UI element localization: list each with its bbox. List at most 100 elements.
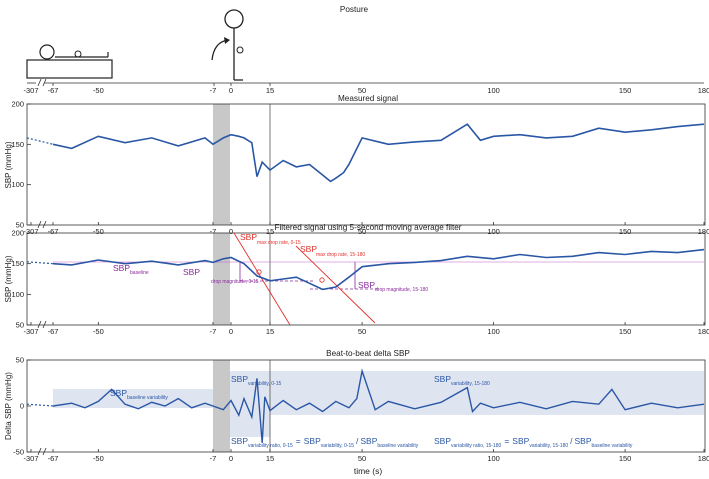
measured-frame [26, 103, 706, 226]
label-sbp-drop-15180: SBPdrop magnitude, 15-180 [358, 280, 428, 293]
ytick-label: 100 [11, 180, 24, 189]
xtick-label: -7 [210, 454, 217, 463]
posture-xtick-label: 180 [698, 86, 709, 95]
label-sbp-drop-015: SBP [183, 267, 200, 277]
posture-xtick-label: 150 [619, 86, 632, 95]
ytick-label: 150 [11, 140, 24, 149]
filtered-pre-dotted [26, 261, 54, 265]
label-sbp-baseline: SBPbaseline [113, 263, 149, 276]
xtick-label: -307 [23, 454, 38, 463]
ytick-label: 50 [16, 356, 24, 365]
measured-signal-line [52, 123, 705, 183]
xtick-label: -7 [210, 227, 217, 236]
posture-xtick-label: 15 [266, 86, 274, 95]
xtick-label: -67 [48, 454, 59, 463]
xtick-label: 0 [229, 227, 233, 236]
supine-head-icon [39, 44, 55, 60]
measured-ylabel: SBP (mmHg) [4, 141, 13, 188]
xtick-label: -7 [210, 327, 217, 336]
filtered-title: Filtered signal using 5-second moving av… [274, 223, 461, 232]
xtick-label: -67 [48, 327, 59, 336]
posture-xtick-label: 0 [229, 86, 233, 95]
label-sbp-maxdrop-015-sub: max drop rate, 0-15 [257, 240, 301, 246]
posture-xtick-label: 50 [358, 86, 366, 95]
label-sbp-maxdrop-15180-sub: max drop rate, 15-180 [316, 252, 365, 258]
posture-xtick-label: 100 [487, 86, 500, 95]
xtick-label: -50 [93, 327, 104, 336]
xtick-label: 180 [698, 227, 709, 236]
axis-break-icon [37, 447, 47, 456]
delta-title: Beat-to-beat delta SBP [326, 349, 410, 358]
posture-xticks: -307 -67 -50 -7 0 15 50 100 150 180 [23, 78, 709, 95]
delta-yticks: 50 0 -50 [13, 356, 31, 457]
xtick-label: 50 [358, 327, 366, 336]
label-sbp-drop-015-sub: drop magnitude, 0-15 [211, 279, 259, 285]
label-sbp-variability-015: SBPvariability, 0-15 [231, 374, 281, 387]
measured-xticks: -307 -67 -50 -7 0 15 50 100 150 180 [23, 220, 709, 236]
posture-xtick-label: -7 [210, 86, 217, 95]
standing-figure [211, 9, 244, 81]
ytick-label: 50 [16, 321, 24, 330]
xtick-label: -67 [48, 227, 59, 236]
posture-time-axis [27, 82, 704, 86]
xtick-label: -307 [23, 227, 38, 236]
label-sbp-baseline-variability: SBPbaseline variability [110, 388, 168, 401]
filtered-frame [26, 232, 706, 326]
posture-xtick-label: -307 [23, 86, 38, 95]
x-axis-label: time (s) [354, 466, 383, 476]
supine-hand-icon [74, 50, 82, 58]
measured-yticks: 200 150 100 50 [11, 100, 31, 230]
max-drop-015-point [256, 269, 262, 275]
measured-title: Measured signal [338, 94, 398, 103]
filtered-yticks: 200 150 100 50 [11, 229, 31, 330]
label-sbp-maxdrop-15180: SBP [300, 244, 317, 254]
xtick-label: 150 [619, 327, 632, 336]
posture-xtick-label: -50 [93, 86, 104, 95]
ytick-label: 100 [11, 290, 24, 299]
axis-break-icon [37, 220, 47, 229]
axis-break-icon [37, 320, 47, 329]
xtick-label: -307 [23, 327, 38, 336]
max-drop-15180-point [319, 277, 325, 283]
delta-ylabel: Delta SBP (mmHg) [4, 372, 13, 440]
xtick-label: 50 [358, 227, 366, 236]
xtick-label: 0 [229, 454, 233, 463]
ytick-label: 150 [11, 259, 24, 268]
ytick-label: 50 [16, 221, 24, 230]
xtick-label: 180 [698, 327, 709, 336]
filtered-signal-line [52, 248, 705, 291]
formula-ratio-15180: SBPvariability ratio, 15-180 = SBPvariabil… [434, 436, 633, 449]
axis-break-icon [37, 78, 47, 87]
filtered-xticks: -307 -67 -50 -7 0 15 50 100 150 180 [23, 320, 709, 336]
xtick-label: 15 [266, 454, 274, 463]
formula-ratio-015: SBPvariability ratio, 0-15 = SBPvariabilit… [231, 436, 419, 449]
filtered-ylabel: SBP (mmHg) [4, 255, 13, 302]
label-sbp-maxdrop-015: SBP [240, 232, 257, 242]
bed-icon [26, 59, 113, 79]
xtick-label: -50 [93, 454, 104, 463]
ytick-label: 200 [11, 100, 24, 109]
ytick-label: -50 [13, 448, 24, 457]
standing-head-icon [224, 9, 244, 29]
posture-xtick-label: -67 [48, 86, 59, 95]
standing-hand-icon [236, 46, 244, 54]
xtick-label: 15 [266, 327, 274, 336]
delta-xticks: -307 -67 -50 -7 0 15 50 100 150 180 [23, 447, 709, 463]
xtick-label: 150 [619, 227, 632, 236]
delta-panel: Beat-to-beat delta SBP Delta SBP (mmHg) … [4, 349, 709, 476]
transition-band-3 [213, 360, 230, 452]
posture-title: Posture [340, 5, 369, 14]
xtick-label: 100 [487, 327, 500, 336]
transition-band [213, 104, 230, 225]
xtick-label: 0 [229, 327, 233, 336]
transition-band-2 [213, 233, 230, 325]
xtick-label: 100 [487, 454, 500, 463]
xtick-label: 150 [619, 454, 632, 463]
xtick-label: 15 [266, 227, 274, 236]
xtick-label: 50 [358, 454, 366, 463]
xtick-label: 100 [487, 227, 500, 236]
measured-pre-dotted [26, 137, 54, 145]
xtick-label: -50 [93, 227, 104, 236]
